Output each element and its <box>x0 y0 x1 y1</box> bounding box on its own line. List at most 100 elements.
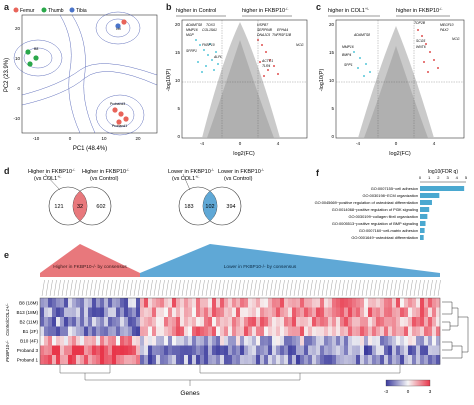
heatmap-cell <box>72 317 77 327</box>
gene-name-tick <box>429 279 433 297</box>
volcano-b-left-header: higher in Control <box>176 8 216 14</box>
heatmap-cell <box>168 317 173 327</box>
heatmap-cell <box>144 355 149 365</box>
gene-name-tick <box>217 279 221 297</box>
volcano-c-left-header: higher in COL1+/- <box>328 7 370 14</box>
heatmap-cell <box>224 355 229 365</box>
heatmap-cell <box>48 317 53 327</box>
heatmap-cell <box>252 317 257 327</box>
heatmap-cell <box>288 336 293 346</box>
gene-name-tick <box>277 279 281 297</box>
heatmap-cell <box>412 336 417 346</box>
heatmap-cell <box>160 298 165 308</box>
volcano-c-xtick: -4 <box>356 141 360 146</box>
heatmap-cell <box>56 307 61 317</box>
heatmap-cell <box>348 345 353 355</box>
panel-b-volcano-plot: higher in Control higher in FKBP10-/- AD… <box>166 7 308 157</box>
heatmap-cell <box>376 326 381 336</box>
volcano-c-gene: BMP4 <box>342 53 351 57</box>
heatmap-row-label: Proband 3 <box>17 348 39 353</box>
heatmap-cell <box>432 345 437 355</box>
heatmap-cell <box>356 307 361 317</box>
volcano-c-gene: WNT6 <box>416 45 426 49</box>
heatmap-cell <box>144 345 149 355</box>
heatmap-cell <box>112 307 117 317</box>
gene-name-ticks <box>41 279 441 297</box>
heatmap-cell <box>192 317 197 327</box>
heatmap-cell <box>172 307 177 317</box>
heatmap-cell <box>124 355 129 365</box>
heatmap-cell <box>124 298 129 308</box>
heatmap-cell <box>304 307 309 317</box>
gene-name-tick <box>377 279 381 297</box>
gene-name-tick <box>329 279 333 297</box>
heatmap-cell <box>60 307 65 317</box>
heatmap-cell <box>284 345 289 355</box>
gene-name-tick <box>85 279 89 297</box>
heatmap-cell <box>60 336 65 346</box>
heatmap-cell <box>276 326 281 336</box>
pca-point-label: Proband3 <box>110 102 125 106</box>
panel-d-letter: d <box>4 166 10 176</box>
heatmap-cell <box>80 317 85 327</box>
legend-thumb-dot <box>41 7 47 13</box>
go-term-label: GO:0045669~positive regulation of osteob… <box>315 200 418 205</box>
heatmap-cell <box>388 336 393 346</box>
heatmap-cell <box>104 307 109 317</box>
heatmap-cell <box>180 326 185 336</box>
heatmap-cell <box>268 307 273 317</box>
gene-name-tick <box>161 279 165 297</box>
heatmap-cell <box>64 326 69 336</box>
heatmap-cell <box>200 345 205 355</box>
heatmap-cell <box>220 355 225 365</box>
heatmap-cell <box>180 307 185 317</box>
heatmap-cell <box>412 355 417 365</box>
heatmap-cell <box>140 355 145 365</box>
heatmap-cell <box>176 355 181 365</box>
heatmap-cell <box>184 336 189 346</box>
heatmap-cell <box>308 317 313 327</box>
heatmap-cell <box>152 326 157 336</box>
heatmap-cell <box>360 345 365 355</box>
gene-name-tick <box>437 279 441 297</box>
heatmap-cell <box>76 307 81 317</box>
heatmap-cell <box>388 355 393 365</box>
heatmap-cell <box>108 307 113 317</box>
heatmap-cell <box>384 307 389 317</box>
heatmap-cell <box>424 298 429 308</box>
gene-name-tick <box>285 279 289 297</box>
legend-thumb-label: Thumb <box>48 8 64 14</box>
gene-name-tick <box>293 279 297 297</box>
heatmap-cell <box>424 307 429 317</box>
heatmap-cell <box>368 317 373 327</box>
heatmap-cell <box>140 336 145 346</box>
heatmap-cell <box>272 307 277 317</box>
heatmap-cell <box>404 317 409 327</box>
heatmap-cell <box>212 336 217 346</box>
heatmap-cell <box>48 355 53 365</box>
heatmap-cell <box>348 317 353 327</box>
heatmap-cell <box>108 298 113 308</box>
heatmap-cell <box>180 336 185 346</box>
heatmap-cell <box>416 355 421 365</box>
heatmap-cell <box>144 298 149 308</box>
heatmap-cell <box>88 345 93 355</box>
heatmap-cell <box>312 355 317 365</box>
gene-name-tick <box>229 279 233 297</box>
volcano-c-xlabel: log2(FC) <box>389 151 411 157</box>
heatmap-cell <box>344 336 349 346</box>
volcano-b-gene: TLR4 <box>262 64 270 68</box>
heatmap-cell <box>108 355 113 365</box>
heatmap-cell <box>44 355 49 365</box>
pca-xtick: 0 <box>69 136 72 141</box>
heatmap-cell <box>244 307 249 317</box>
heatmap-cell <box>412 345 417 355</box>
pca-xtick: 10 <box>101 136 107 141</box>
heatmap-cell <box>420 298 425 308</box>
gene-name-tick <box>201 279 205 297</box>
heatmap-cell <box>416 326 421 336</box>
gene-name-tick <box>397 279 401 297</box>
heatmap-cell <box>268 326 273 336</box>
gene-name-tick <box>341 279 345 297</box>
pca-point-label: Proband1 <box>112 124 127 128</box>
